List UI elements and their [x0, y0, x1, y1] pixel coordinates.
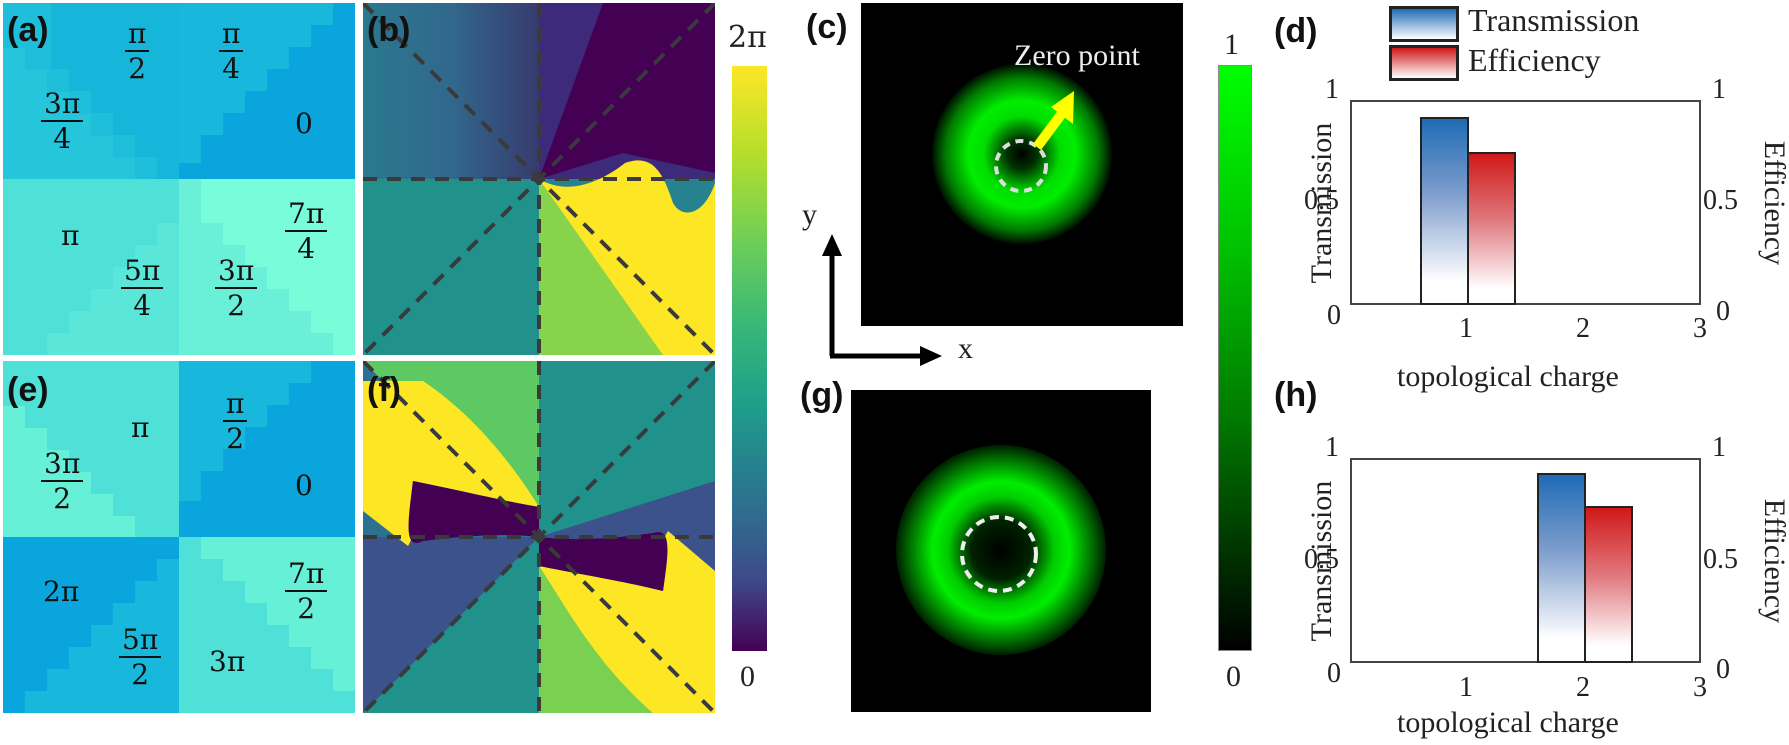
- phase-colorbar-min-label: 0: [740, 660, 755, 693]
- panel-label-f: (f): [367, 371, 401, 409]
- donut-beam: [932, 64, 1112, 244]
- phase-2pi: 2π: [43, 575, 80, 608]
- phase-3pi-2: 3π 2: [41, 449, 84, 514]
- phase-3pi: 3π: [209, 645, 246, 678]
- phase-map-panel-f: (f): [363, 361, 715, 713]
- xy-axes-icon: [822, 234, 942, 366]
- panel-label-g: (g): [800, 376, 844, 414]
- phase-0: 0: [295, 469, 313, 502]
- zero-point-annotation: Zero point: [1014, 39, 1140, 72]
- bar-efficiency: [1584, 506, 1633, 663]
- y2-tick-0: 0: [1716, 654, 1730, 685]
- x-tick-3: 3: [1693, 672, 1707, 703]
- y-tick-0.5: 0.5: [1304, 544, 1339, 575]
- legend-label-transmission: Transmission: [1468, 2, 1640, 38]
- x-tick-1: 1: [1459, 313, 1473, 344]
- y-tick-1: 1: [1325, 432, 1339, 463]
- intensity-colorbar-max-label: 1: [1224, 28, 1239, 61]
- phase-3pi-4: 3π 4: [41, 89, 84, 154]
- donut-beam: [896, 445, 1106, 655]
- y-axis-title-efficiency: Efficiency: [1758, 498, 1789, 624]
- bar-chart-d: [1350, 100, 1701, 305]
- panel-label-a: (a): [7, 11, 49, 49]
- x-axis-title: topological charge: [1397, 360, 1619, 393]
- quadrant-tr: [179, 3, 355, 179]
- y-tick-0: 0: [1327, 658, 1341, 689]
- bar-efficiency: [1467, 152, 1516, 305]
- phase-7pi-2: 7π 2: [285, 559, 328, 624]
- phase-5pi-4: 5π 4: [121, 256, 164, 321]
- bar-transmission: [1420, 117, 1469, 305]
- quadrant-br: [179, 179, 355, 355]
- panel-label-d: (d): [1274, 12, 1318, 50]
- phase-0: 0: [295, 107, 313, 140]
- axis-x-label: x: [958, 332, 973, 365]
- quadrant-bl: [3, 537, 179, 713]
- quadrant-tr: [179, 361, 355, 537]
- phase-colorbar: [732, 66, 767, 651]
- y2-tick-0.5: 0.5: [1703, 185, 1738, 216]
- y-tick-0: 0: [1327, 300, 1341, 331]
- legend-swatch-transmission: [1389, 6, 1459, 42]
- panel-label-e: (e): [7, 371, 49, 409]
- intensity-colorbar-min-label: 0: [1226, 660, 1241, 693]
- panel-label-c: (c): [806, 8, 848, 46]
- y-axis-title-transmission: Transmission: [1305, 480, 1338, 642]
- bar-chart-h: [1350, 458, 1701, 663]
- quadrant-br: [179, 537, 355, 713]
- y2-tick-1: 1: [1712, 74, 1726, 105]
- panel-label-b: (b): [367, 11, 411, 49]
- y2-tick-0.5: 0.5: [1703, 544, 1738, 575]
- bar-transmission: [1537, 473, 1586, 663]
- y2-tick-0: 0: [1716, 296, 1730, 327]
- intensity-colorbar: [1218, 65, 1252, 651]
- phase-pi: π: [131, 411, 150, 444]
- x-tick-2: 2: [1576, 313, 1590, 344]
- y-tick-1: 1: [1325, 74, 1339, 105]
- quadrant-tl: [3, 361, 179, 537]
- quadrant-tl: [3, 3, 179, 179]
- x-tick-1: 1: [1459, 672, 1473, 703]
- legend-label-efficiency: Efficiency: [1468, 42, 1601, 78]
- phase-colorbar-max-label: 2π: [728, 20, 767, 55]
- axis-y-label: y: [802, 198, 817, 231]
- intensity-image-g: [851, 390, 1151, 712]
- phase-5pi-2: 5π 2: [119, 625, 162, 690]
- y2-tick-1: 1: [1712, 432, 1726, 463]
- y-axis-title-transmission: Transmission: [1305, 122, 1338, 284]
- phase-7pi-4: 7π 4: [285, 199, 328, 264]
- intensity-image-c: Zero point: [861, 3, 1183, 326]
- phase-map-panel-b: (b): [363, 3, 715, 355]
- phase-pi: π: [61, 219, 80, 252]
- panel-label-h: (h): [1274, 376, 1318, 414]
- legend-swatch-efficiency: [1389, 45, 1459, 81]
- y-axis-title-efficiency: Efficiency: [1758, 140, 1789, 266]
- y-tick-0.5: 0.5: [1304, 185, 1339, 216]
- x-tick-2: 2: [1576, 672, 1590, 703]
- x-tick-3: 3: [1693, 313, 1707, 344]
- x-axis-title: topological charge: [1397, 706, 1619, 739]
- quadrant-bl: [3, 179, 179, 355]
- phase-3pi-2: 3π 2: [215, 256, 258, 321]
